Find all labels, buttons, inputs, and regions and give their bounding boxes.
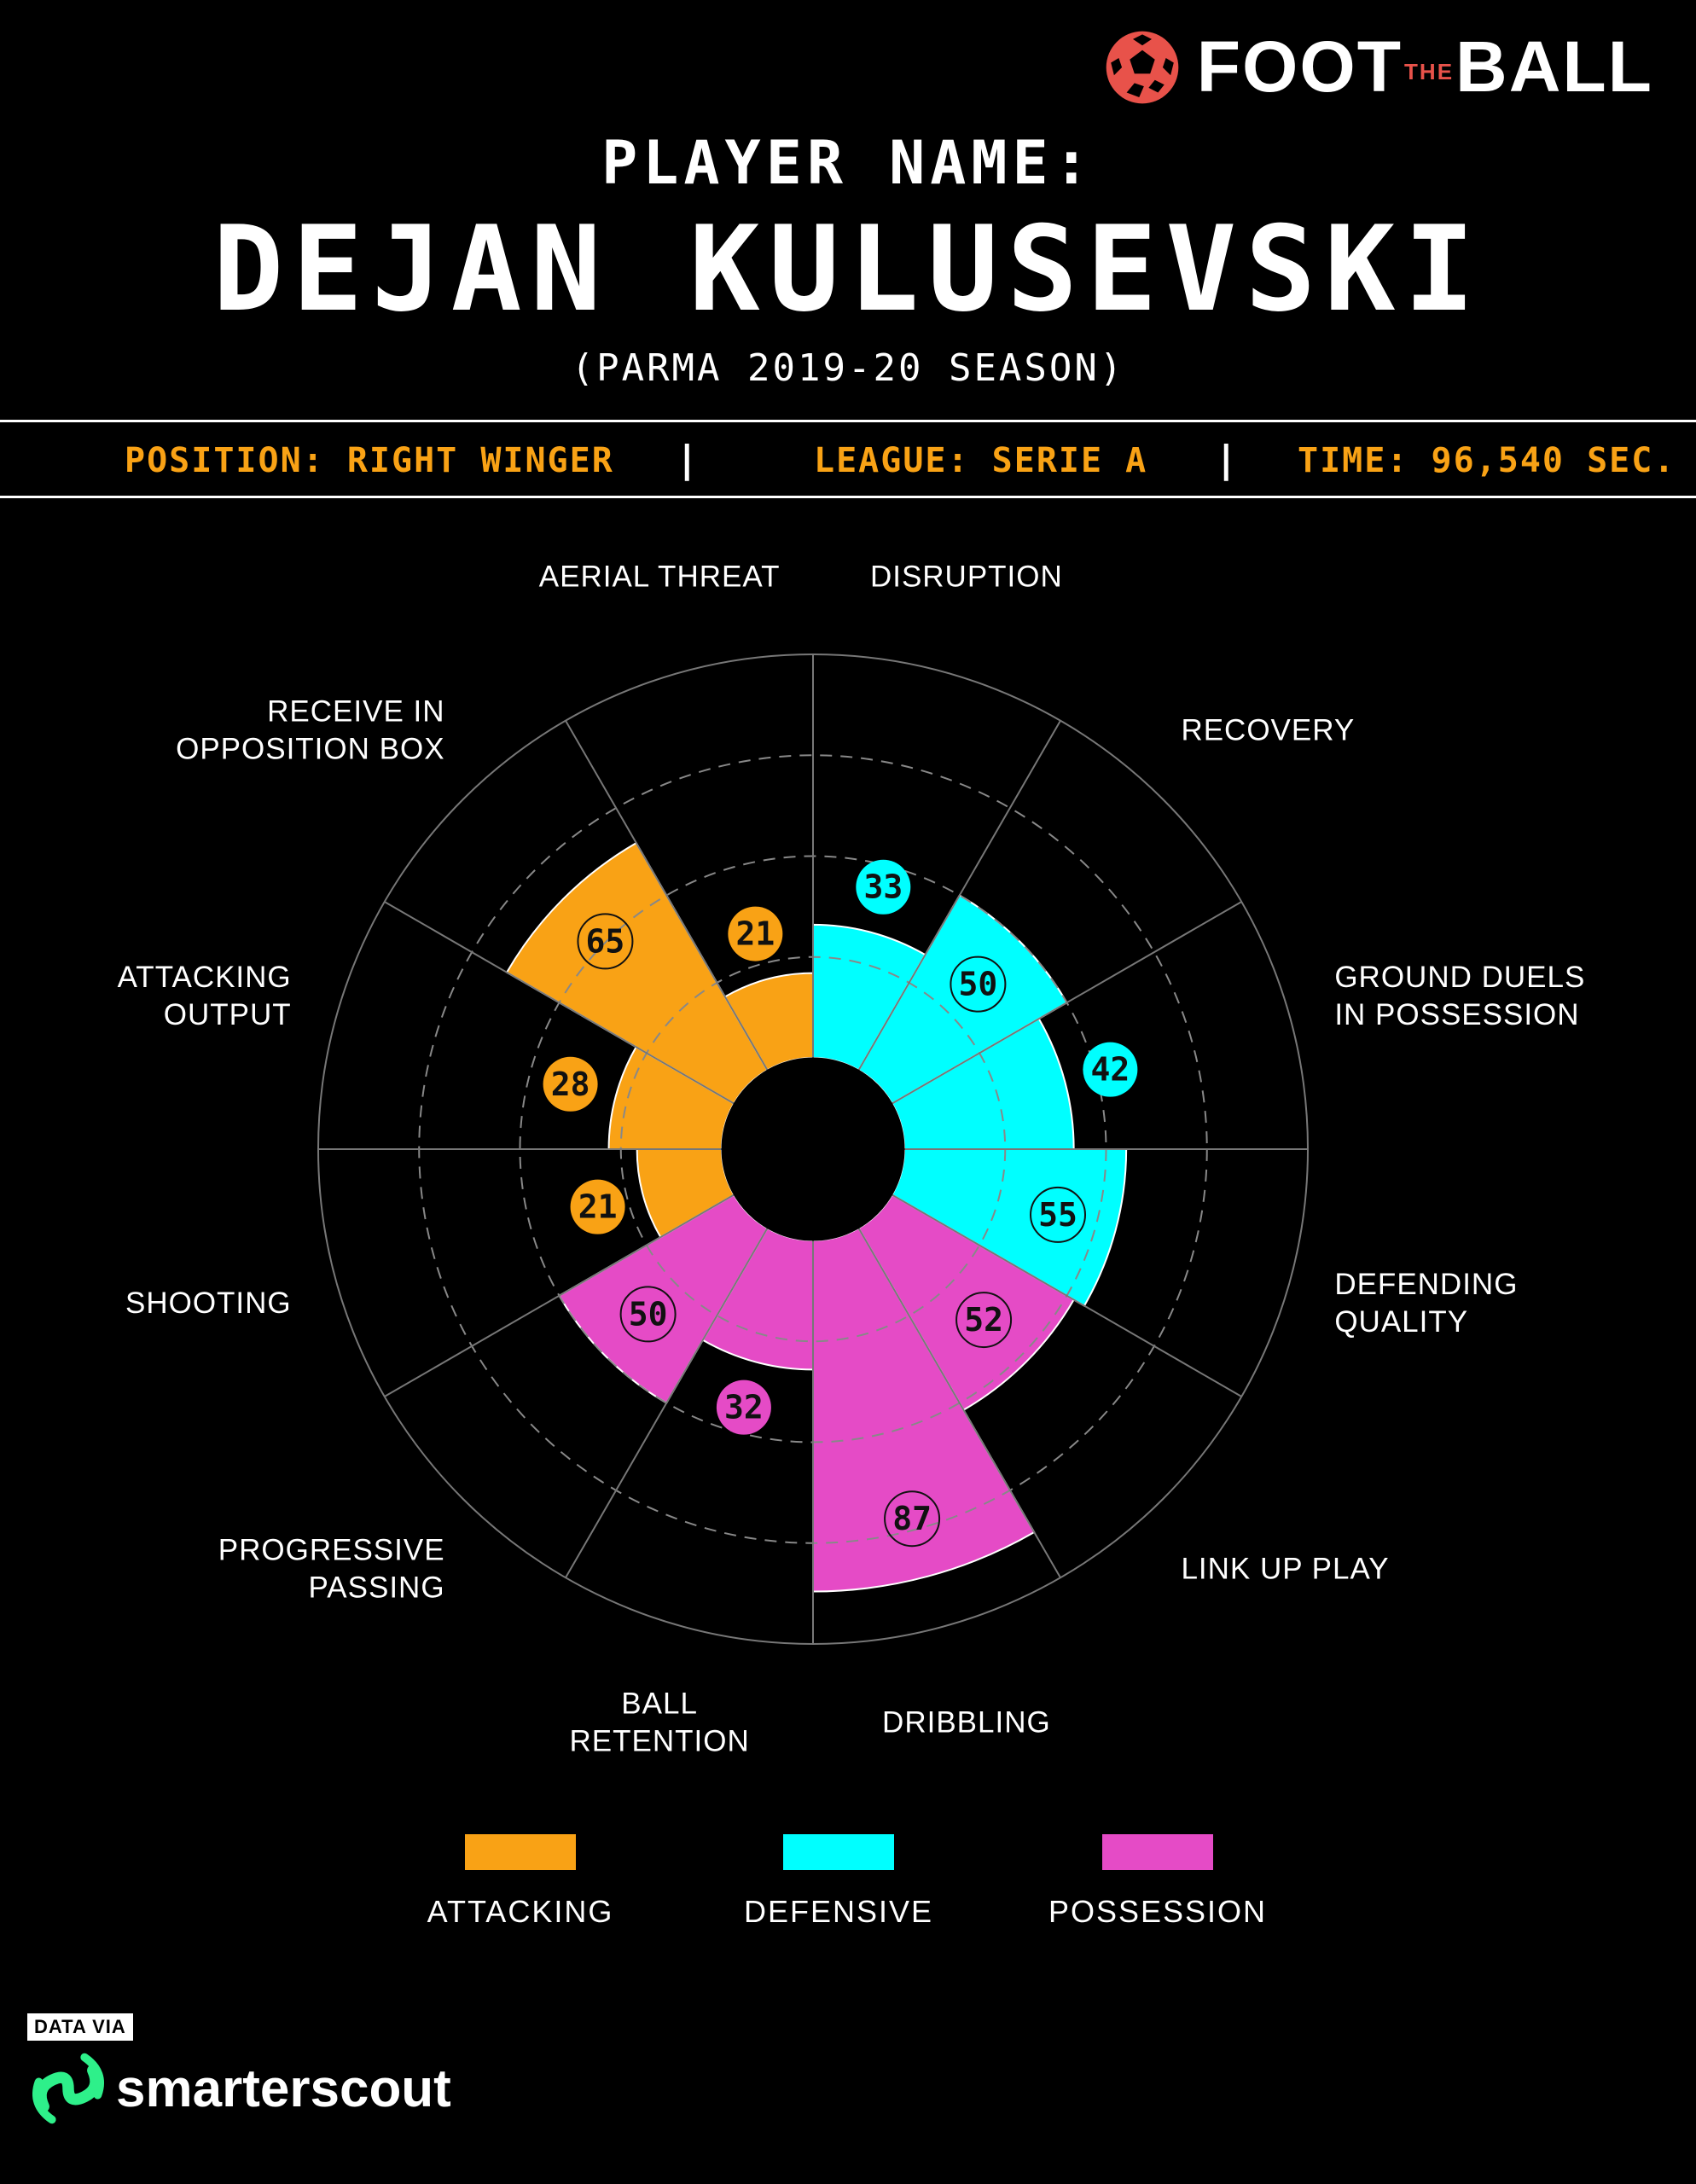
axis-label: DISRUPTION <box>870 561 1063 594</box>
spoke <box>565 720 769 1071</box>
legend: ATTACKING DEFENSIVE POSSESSION <box>0 1834 1696 1937</box>
legend-item-attacking: ATTACKING <box>409 1834 631 1930</box>
axis-label: DEFENDING QUALITY <box>1334 1268 1518 1339</box>
axis-label-line: DRIBBLING <box>882 1705 1051 1739</box>
smarterscout-icon <box>32 2053 104 2124</box>
data-via-tag: DATA VIA <box>27 2013 133 2041</box>
legend-label-possession: POSSESSION <box>1048 1894 1268 1929</box>
axis-label-line: LINK UP PLAY <box>1181 1552 1389 1585</box>
axis-label-line: OUTPUT <box>164 998 292 1031</box>
axis-label-line: BALL <box>621 1687 698 1720</box>
value-label: 52 <box>964 1301 1003 1339</box>
axis-label-line: DISRUPTION <box>870 561 1063 594</box>
value-label: 65 <box>586 922 625 960</box>
axis-label-line: RETENTION <box>570 1724 750 1757</box>
radar-chart: 33 50 42 55 52 87 32 50 21 28 65 21 DISRUPTION RECOV… <box>118 561 1585 1757</box>
axis-label-line: DEFENDING <box>1334 1268 1518 1301</box>
season-subtitle: (PARMA 2019-20 SEASON) <box>571 346 1125 390</box>
spoke <box>857 720 1061 1071</box>
legend-swatch-attacking <box>465 1834 576 1870</box>
spoke <box>565 1228 769 1578</box>
value-label: 50 <box>959 966 998 1003</box>
value-badge <box>856 859 911 915</box>
info-separator: | <box>1215 438 1238 481</box>
footballl-brand-logo: FOOTTHEBALL <box>1103 26 1653 108</box>
smarterscout-logo: smarterscout <box>27 2048 451 2129</box>
legend-label-defensive: DEFENSIVE <box>743 1894 934 1929</box>
axis-label-line: PROGRESSIVE <box>218 1533 445 1566</box>
value-label: 33 <box>863 868 903 906</box>
info-bar: POSITION: RIGHT WINGER | LEAGUE: SERIE A… <box>0 420 1696 498</box>
brand-name-foot: FOOT <box>1196 26 1403 107</box>
value-label: 42 <box>1090 1051 1130 1089</box>
axis-label: SHOOTING <box>125 1287 292 1320</box>
center-hole <box>721 1057 905 1241</box>
legend-swatch-possession <box>1102 1834 1213 1870</box>
axis-label-line: AERIAL THREAT <box>539 561 781 594</box>
value-label: 21 <box>735 915 775 953</box>
value-badge <box>570 1179 625 1234</box>
value-badge <box>577 913 634 970</box>
value-badge <box>1083 1042 1138 1097</box>
legend-swatch-defensive <box>783 1834 894 1870</box>
axis-label-line: ATTACKING <box>118 961 292 994</box>
value-label: 32 <box>724 1389 764 1426</box>
axis-label: DRIBBLING <box>882 1705 1051 1739</box>
league-info: LEAGUE: SERIE A <box>814 441 1148 480</box>
info-separator: | <box>676 438 699 481</box>
axis-label-line: RECOVERY <box>1181 714 1355 747</box>
axis-label-line: QUALITY <box>1334 1305 1468 1339</box>
value-badge <box>619 1286 677 1343</box>
axis-label: ATTACKING OUTPUT <box>118 961 292 1031</box>
value-label: 87 <box>892 1500 932 1537</box>
axis-label-line: SHOOTING <box>125 1287 292 1320</box>
player-name: DEJAN KULUSEVSKI <box>212 200 1484 338</box>
grid-layer <box>317 653 1309 1645</box>
data-source: DATA VIA smarterscout <box>27 2013 451 2129</box>
title-label: PLAYER NAME: <box>601 128 1095 198</box>
axis-label: RECEIVE IN OPPOSITION BOX <box>176 695 444 766</box>
label-layer: DISRUPTION RECOVERY GROUND DUELS IN POSSESS… <box>118 561 1585 1757</box>
value-badge <box>955 1292 1013 1349</box>
football-icon <box>1106 31 1179 103</box>
spoke <box>857 1228 1061 1578</box>
brand-wordmark: FOOTTHEBALL <box>1197 26 1653 108</box>
time-info: TIME: 96,540 SEC. <box>1298 441 1676 480</box>
axis-label-line: PASSING <box>309 1571 445 1604</box>
spoke <box>892 901 1242 1105</box>
axis-label-line: OPPOSITION BOX <box>176 733 444 766</box>
axis-label-line: RECEIVE IN <box>267 695 444 729</box>
axis-label: BALL RETENTION <box>570 1687 750 1757</box>
axis-label: LINK UP PLAY <box>1181 1552 1389 1585</box>
axis-label-line: GROUND DUELS <box>1334 961 1585 994</box>
axis-label-line: IN POSSESSION <box>1334 998 1579 1031</box>
legend-item-possession: POSSESSION <box>1047 1834 1269 1930</box>
value-label: 50 <box>629 1295 668 1333</box>
brand-name-the: THE <box>1404 59 1455 85</box>
bars-layer <box>505 841 1128 1593</box>
axis-label: GROUND DUELS IN POSSESSION <box>1334 961 1585 1031</box>
title-block: PLAYER NAME: DEJAN KULUSEVSKI (PARMA 201… <box>0 128 1696 390</box>
legend-label-attacking: ATTACKING <box>427 1894 614 1929</box>
value-badge <box>543 1056 598 1112</box>
spoke <box>384 901 735 1105</box>
brand-name-ball: BALL <box>1455 26 1653 107</box>
value-badge <box>950 956 1007 1013</box>
value-badge <box>728 906 783 961</box>
value-badge <box>716 1380 771 1435</box>
legend-item-defensive: DEFENSIVE <box>728 1834 950 1930</box>
value-label: 21 <box>578 1188 618 1226</box>
position-info: POSITION: RIGHT WINGER <box>125 441 614 480</box>
spoke <box>384 1194 735 1397</box>
value-label: 28 <box>551 1066 590 1103</box>
value-badge <box>1030 1186 1087 1243</box>
axis-label: PROGRESSIVE PASSING <box>218 1533 445 1604</box>
axis-label: AERIAL THREAT <box>539 561 781 594</box>
spoke <box>892 1194 1242 1397</box>
axis-label: RECOVERY <box>1181 714 1355 747</box>
value-label: 55 <box>1038 1196 1077 1234</box>
smarterscout-name: smarterscout <box>116 2059 451 2118</box>
badge-layer: 33 50 42 55 52 87 32 50 21 28 65 21 <box>543 859 1138 1548</box>
value-badge <box>884 1490 941 1548</box>
